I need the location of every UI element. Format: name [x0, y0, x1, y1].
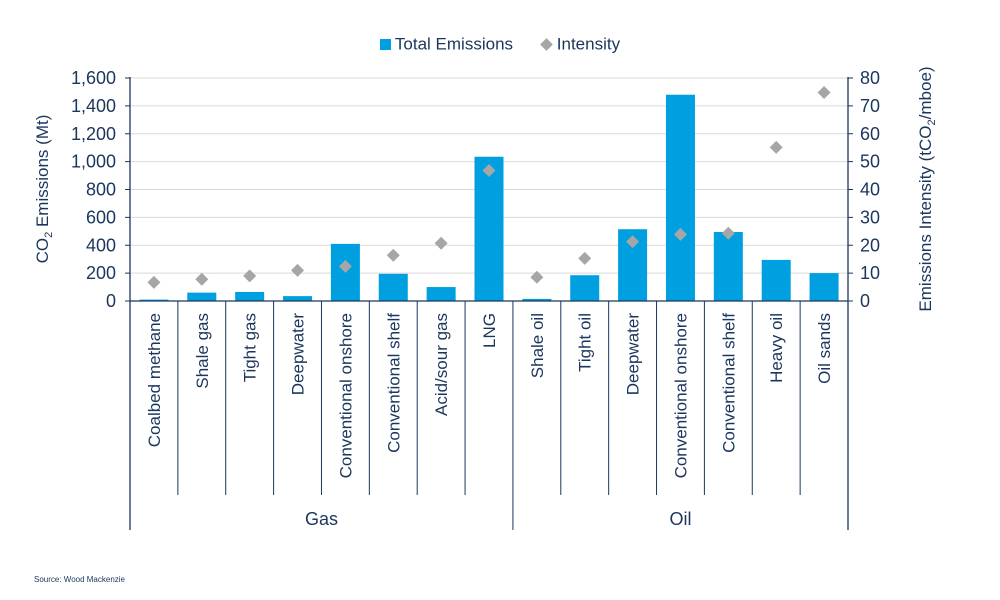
category-label: Deepwater	[289, 313, 308, 396]
y2-tick-label: 50	[860, 152, 880, 172]
y-axis-title: CO2 Emissions (Mt)	[33, 115, 55, 264]
y-tick-label: 1,000	[71, 152, 116, 172]
category-label: Conventional shelf	[384, 313, 403, 453]
y-tick-label: 200	[86, 263, 116, 283]
category-label: Deepwater	[624, 313, 643, 396]
category-label: Conventional shelf	[719, 313, 738, 453]
legend: Total Emissions Intensity	[0, 34, 1000, 55]
bar-tight-gas	[235, 291, 265, 301]
category-label: LNG	[480, 313, 499, 348]
y2-tick-label: 30	[860, 207, 880, 227]
intensity-point	[482, 164, 496, 178]
y-tick-label: 0	[106, 291, 116, 311]
y2-axis-title: Emissions Intensity (tCO2/mboe)	[916, 66, 938, 311]
legend-label-total-emissions: Total Emissions	[394, 34, 514, 54]
intensity-point	[769, 140, 783, 154]
bar-deepwater	[283, 296, 313, 301]
category-label: Acid/sour gas	[432, 313, 451, 416]
intensity-point	[243, 269, 257, 283]
category-label: Tight oil	[576, 313, 595, 372]
intensity-point	[291, 263, 305, 277]
bar-lng	[474, 156, 504, 301]
y2-tick-label: 70	[860, 96, 880, 116]
bar-conventional-shelf	[378, 273, 408, 301]
y-tick-label: 600	[86, 207, 116, 227]
y-tick-label: 400	[86, 235, 116, 255]
y2-tick-label: 0	[860, 291, 870, 311]
bar-coalbed-methane	[139, 299, 169, 301]
intensity-point	[817, 85, 831, 99]
intensity-point	[673, 227, 687, 241]
group-label-gas: Gas	[305, 509, 338, 529]
bar-conventional-onshore	[665, 94, 695, 301]
category-label: Coalbed methane	[145, 313, 164, 447]
y-tick-label: 1,600	[71, 68, 116, 88]
bar-acid-sour-gas	[426, 287, 456, 301]
intensity-point	[530, 270, 544, 284]
y-tick-label: 1,200	[71, 124, 116, 144]
category-label: Oil sands	[815, 313, 834, 384]
category-label: Shale gas	[193, 313, 212, 389]
category-label: Heavy oil	[767, 313, 786, 383]
y-tick-label: 800	[86, 180, 116, 200]
bar-tight-oil	[570, 275, 600, 301]
group-label-oil: Oil	[669, 509, 691, 529]
category-label: Tight gas	[241, 313, 260, 382]
intensity-point	[195, 272, 209, 286]
bar-shale-gas	[187, 292, 217, 301]
bar-shale-oil	[522, 298, 552, 301]
y2-tick-label: 80	[860, 68, 880, 88]
bar-conventional-shelf	[713, 232, 743, 301]
intensity-point	[578, 251, 592, 265]
bar-heavy-oil	[761, 259, 791, 301]
intensity-point	[434, 236, 448, 250]
y2-tick-label: 20	[860, 235, 880, 255]
category-label: Conventional onshore	[671, 313, 690, 478]
category-label: Shale oil	[528, 313, 547, 378]
y-tick-label: 1,400	[71, 96, 116, 116]
category-label: Conventional onshore	[336, 313, 355, 478]
intensity-point	[626, 235, 640, 249]
intensity-point	[721, 226, 735, 240]
intensity-point	[338, 259, 352, 273]
source-note: Source: Wood Mackenzie	[34, 575, 126, 584]
intensity-point	[147, 275, 161, 289]
y2-tick-label: 60	[860, 124, 880, 144]
y2-tick-label: 10	[860, 263, 880, 283]
bar-oil-sands	[809, 273, 839, 301]
legend-swatch-total-emissions	[379, 39, 391, 51]
legend-label-intensity: Intensity	[556, 34, 621, 54]
y2-tick-label: 40	[860, 180, 880, 200]
intensity-point	[386, 248, 400, 262]
